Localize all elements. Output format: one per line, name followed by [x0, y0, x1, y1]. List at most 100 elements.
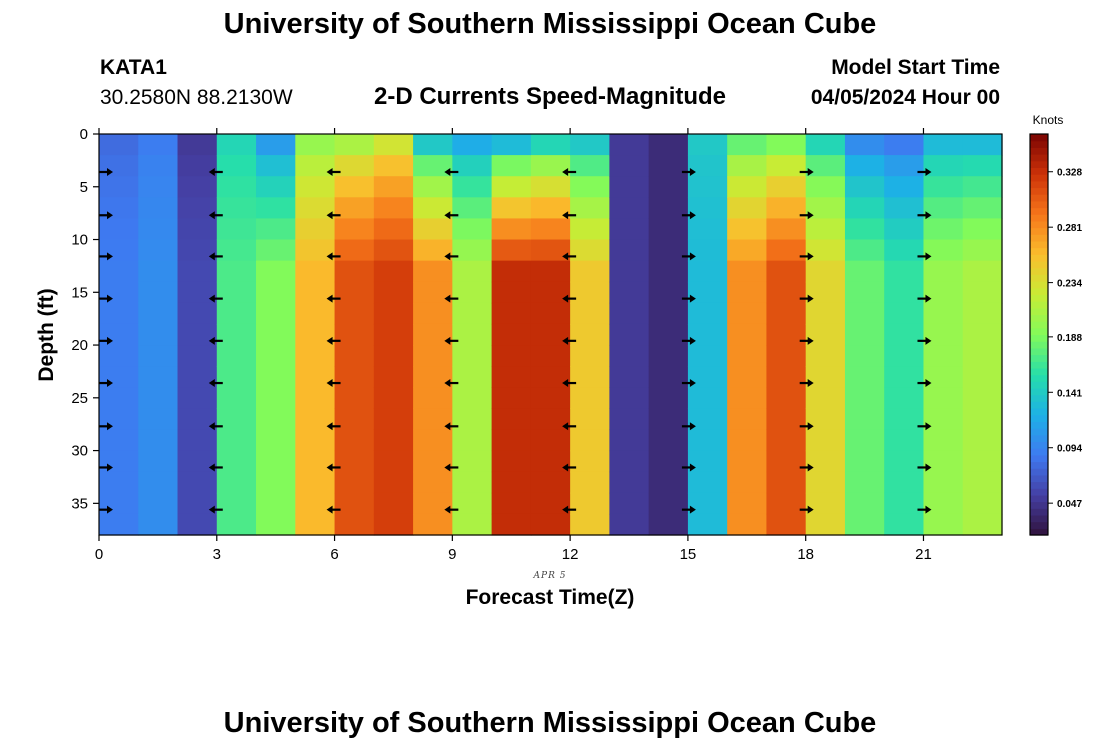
heatmap-cell	[884, 492, 925, 515]
heatmap-cell	[334, 302, 375, 325]
current-vectors	[99, 167, 932, 514]
current-vector-arrow	[681, 252, 696, 261]
heatmap-cell	[923, 176, 964, 198]
heatmap-cell	[609, 197, 650, 220]
heatmap-cell	[766, 218, 807, 241]
colorbar-segment	[1030, 267, 1048, 275]
arrow-head	[208, 463, 215, 472]
heatmap-cell	[452, 471, 493, 494]
colorbar-tick-label: 0.141	[1057, 388, 1082, 399]
current-vector-arrow	[681, 167, 696, 176]
heatmap-cells	[99, 134, 1003, 536]
heatmap-cell	[530, 387, 571, 409]
arrow-head	[925, 505, 932, 514]
heatmap-cell	[648, 471, 689, 494]
heatmap-cell	[452, 134, 493, 156]
heatmap-cell	[295, 471, 336, 494]
heatmap-cell	[766, 366, 807, 388]
colorbar-segment	[1030, 521, 1048, 529]
current-vector-arrow	[562, 505, 577, 514]
heatmap-cell	[962, 450, 1003, 473]
heatmap-cell	[413, 281, 453, 304]
heatmap-cell	[216, 302, 257, 325]
heatmap-cell	[256, 387, 296, 409]
colorbar-tick-label: 0.234	[1057, 279, 1082, 290]
arrow-head	[689, 505, 696, 514]
colorbar-segment	[1030, 421, 1048, 429]
heatmap-cell	[373, 387, 414, 409]
heatmap-cell	[687, 302, 728, 325]
arrow-head	[925, 336, 932, 345]
colorbar-segment	[1030, 234, 1048, 242]
heatmap-cell	[570, 155, 610, 177]
current-vector-arrow	[326, 167, 341, 176]
colorbar-segment	[1030, 408, 1048, 416]
heatmap-cell	[256, 323, 296, 346]
heatmap-cell	[923, 492, 964, 515]
arrow-head	[562, 294, 569, 303]
heatmap-cell	[766, 408, 807, 431]
arrow-head	[562, 336, 569, 345]
heatmap-cell	[884, 513, 925, 536]
heatmap-cell	[216, 281, 257, 304]
heatmap-cell	[530, 345, 571, 367]
heatmap-cell	[648, 176, 689, 198]
heatmap-cell	[727, 260, 768, 283]
heatmap-cell	[727, 471, 768, 494]
heatmap-cell	[530, 155, 571, 177]
heatmap-cell	[256, 218, 296, 241]
x-tick-label: 6	[330, 546, 338, 563]
heatmap-cell	[491, 260, 532, 283]
heatmap-cell	[766, 387, 807, 409]
heatmap-cell	[962, 429, 1003, 452]
heatmap-cell	[452, 408, 493, 431]
arrow-head	[689, 463, 696, 472]
heatmap-cell	[491, 387, 532, 409]
heatmap-cell	[766, 471, 807, 494]
x-tick-label: 15	[680, 546, 697, 563]
arrow-head	[807, 505, 814, 514]
arrow-head	[807, 422, 814, 431]
current-vector-arrow	[562, 379, 577, 388]
heatmap-cell	[923, 260, 964, 283]
heatmap-cell	[373, 260, 414, 283]
heatmap-cell	[687, 239, 728, 262]
x-tick-label: 0	[95, 546, 103, 563]
heatmap-cell	[687, 345, 728, 367]
colorbar-tick-label: 0.328	[1057, 168, 1082, 179]
heatmap-cell	[256, 134, 296, 156]
heatmap-cell	[216, 345, 257, 367]
heatmap-cell	[923, 197, 964, 220]
colorbar-segment	[1030, 220, 1048, 229]
current-vector-arrow	[208, 379, 223, 388]
heatmap-cell	[805, 260, 846, 283]
heatmap-cell	[138, 471, 179, 494]
heatmap-cell	[570, 323, 610, 346]
heatmap-cell	[373, 345, 414, 367]
heatmap-cell	[570, 239, 610, 262]
heatmap-cell	[256, 345, 296, 367]
heatmap-cell	[99, 239, 139, 262]
colorbar-segment	[1030, 374, 1048, 382]
heatmap-cell	[766, 450, 807, 473]
arrow-head	[807, 167, 814, 176]
heatmap-cell	[766, 323, 807, 346]
heatmap-cell	[373, 155, 414, 177]
heatmap-cell	[530, 176, 571, 198]
current-vector-arrow	[562, 336, 577, 345]
heatmap-cell	[530, 260, 571, 283]
heatmap-cell	[570, 471, 610, 494]
heatmap-cell	[530, 323, 571, 346]
heatmap-cell	[413, 492, 453, 515]
heatmap-cell	[530, 197, 571, 220]
current-vector-arrow	[799, 422, 814, 431]
heatmap-cell	[570, 281, 610, 304]
heatmap-cell	[844, 155, 885, 177]
heatmap-cell	[452, 281, 493, 304]
heatmap-cell	[413, 387, 453, 409]
heatmap-cell	[844, 450, 885, 473]
current-vector-arrow	[562, 463, 577, 472]
heatmap-cell	[727, 302, 768, 325]
heatmap-cell	[295, 197, 336, 220]
arrow-head	[689, 167, 696, 176]
